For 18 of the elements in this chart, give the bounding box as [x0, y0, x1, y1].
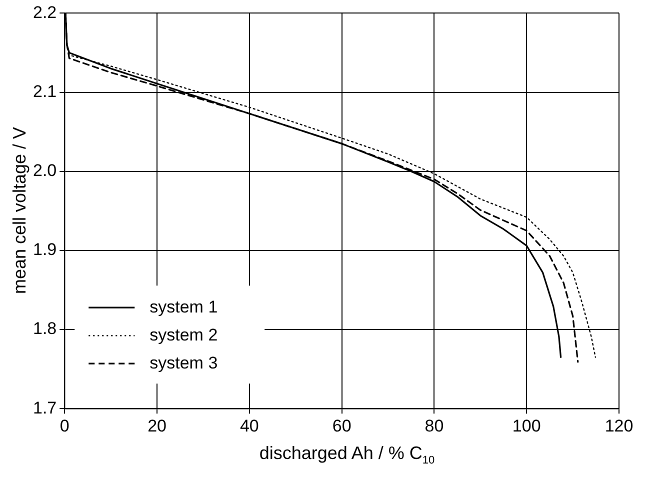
x-tick-label: 60: [332, 416, 352, 436]
y-tick-label: 1.9: [32, 240, 57, 260]
legend-label: system 3: [150, 353, 218, 372]
y-axis-title: mean cell voltage / V: [10, 126, 30, 296]
y-tick-label: 1.8: [32, 319, 57, 338]
x-tick-label: 0: [60, 416, 70, 436]
x-tick-label: 100: [512, 416, 541, 436]
x-tick-label: 120: [604, 416, 634, 436]
x-axis-title: discharged Ah / % C$_{10}$: [258, 443, 436, 467]
y-tick-label: 2.2: [32, 2, 57, 22]
legend-label: system 2: [150, 325, 218, 344]
x-tick-label: 40: [240, 416, 259, 436]
x-tick-label: 20: [148, 416, 166, 436]
legend-label: system 1: [150, 297, 218, 316]
x-tick-label: 80: [424, 416, 444, 436]
y-tick-label: 1.7: [32, 398, 57, 418]
y-tick-label: 2.0: [32, 161, 57, 180]
y-tick-label: 2.1: [32, 82, 57, 101]
